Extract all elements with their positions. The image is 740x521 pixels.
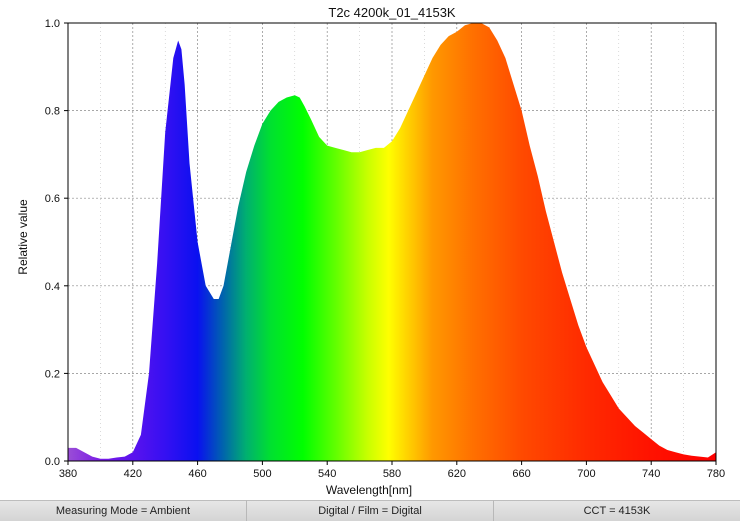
y-tick-label: 0.4: [45, 281, 60, 293]
x-tick-label: 620: [448, 468, 466, 480]
y-tick-label: 1.0: [45, 18, 60, 30]
x-axis-label: Wavelength[nm]: [326, 483, 412, 497]
y-tick-label: 0.8: [45, 106, 60, 118]
x-tick-label: 660: [512, 468, 530, 480]
axis-ticks: 380 420 460 500 540 580 620 660 700 740 780 0.0 0.2 0…: [45, 18, 725, 480]
x-tick-label: 780: [707, 468, 725, 480]
x-tick-label: 700: [577, 468, 595, 480]
x-tick-label: 420: [124, 468, 142, 480]
x-tick-label: 500: [253, 468, 271, 480]
y-tick-label: 0.2: [45, 368, 60, 380]
x-tick-label: 580: [383, 468, 401, 480]
y-tick-label: 0.6: [45, 193, 60, 205]
spectrum-chart: T2c 4200k_01_4153K 380 420 460 500 540 580 620…: [16, 5, 725, 497]
y-tick-label: 0.0: [45, 456, 60, 468]
digital-film-status: Digital / Film = Digital: [247, 500, 494, 521]
x-tick-label: 460: [188, 468, 206, 480]
measuring-mode-status: Measuring Mode = Ambient: [0, 500, 247, 521]
spectrum-area: [68, 23, 716, 461]
chart-title: T2c 4200k_01_4153K: [328, 5, 456, 20]
x-tick-label: 380: [59, 468, 77, 480]
status-bar: Measuring Mode = Ambient Digital / Film …: [0, 500, 740, 521]
x-tick-label: 540: [318, 468, 336, 480]
x-tick-label: 740: [642, 468, 660, 480]
y-axis-label: Relative value: [16, 199, 30, 275]
cct-status: CCT = 4153K: [494, 500, 740, 521]
